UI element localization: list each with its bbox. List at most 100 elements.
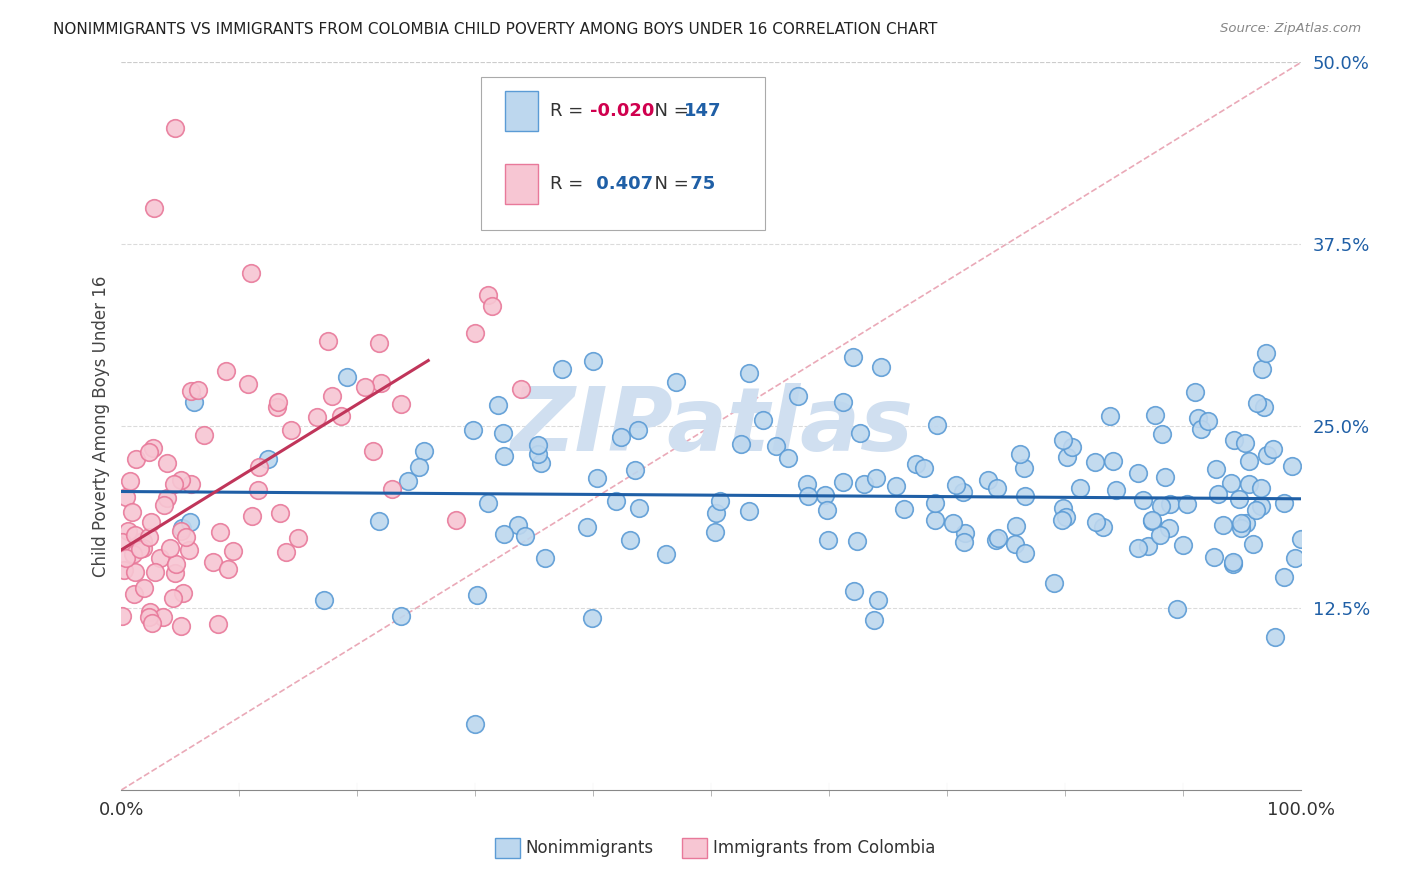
Point xyxy=(852,477,875,491)
Point xyxy=(381,482,404,496)
Point xyxy=(1056,450,1078,464)
Point xyxy=(814,488,837,502)
Point xyxy=(172,521,194,535)
Point xyxy=(704,506,727,520)
Point xyxy=(1189,421,1212,435)
Point xyxy=(550,361,572,376)
Point xyxy=(1014,546,1036,560)
Point xyxy=(156,491,179,505)
Point xyxy=(305,409,328,424)
Point xyxy=(510,382,533,396)
Text: N =: N = xyxy=(643,175,695,193)
Point xyxy=(533,551,555,566)
Text: NONIMMIGRANTS VS IMMIGRANTS FROM COLOMBIA CHILD POVERTY AMONG BOYS UNDER 16 CORR: NONIMMIGRANTS VS IMMIGRANTS FROM COLOMBI… xyxy=(53,22,938,37)
Point xyxy=(1250,361,1272,376)
Text: 147: 147 xyxy=(685,103,721,120)
Point xyxy=(174,530,197,544)
Point xyxy=(1222,557,1244,571)
Point xyxy=(704,525,727,540)
Point xyxy=(132,534,155,549)
Point xyxy=(1149,528,1171,542)
Point xyxy=(316,334,339,348)
Point xyxy=(139,515,162,529)
Point xyxy=(177,543,200,558)
Point xyxy=(122,547,145,561)
Point xyxy=(842,584,865,599)
Point xyxy=(467,588,489,602)
Point xyxy=(1157,521,1180,535)
Point xyxy=(865,470,887,484)
Point xyxy=(172,586,194,600)
Point xyxy=(336,370,359,384)
Point xyxy=(117,524,139,538)
Text: 75: 75 xyxy=(685,175,716,193)
Point xyxy=(1281,458,1303,473)
Point xyxy=(1012,461,1035,475)
Point xyxy=(1230,521,1253,535)
Point xyxy=(1241,537,1264,551)
Point xyxy=(413,444,436,458)
Point xyxy=(884,479,907,493)
Point xyxy=(1236,516,1258,531)
Point xyxy=(627,423,650,437)
Point xyxy=(165,557,187,571)
Point xyxy=(1052,433,1074,447)
Point xyxy=(952,484,974,499)
Point xyxy=(170,473,193,487)
Point xyxy=(586,471,609,485)
Point xyxy=(193,427,215,442)
Point xyxy=(492,425,515,440)
Text: R =: R = xyxy=(550,175,589,193)
Point xyxy=(143,566,166,580)
Point xyxy=(619,533,641,547)
Point xyxy=(170,619,193,633)
Text: R =: R = xyxy=(550,103,589,120)
Point xyxy=(124,587,146,601)
Point xyxy=(1250,499,1272,513)
Point xyxy=(984,533,1007,548)
Point xyxy=(1004,537,1026,551)
Point xyxy=(1159,497,1181,511)
Point xyxy=(863,613,886,627)
Point xyxy=(986,481,1008,495)
Point xyxy=(267,395,290,409)
Point xyxy=(1222,555,1244,569)
Point xyxy=(849,426,872,441)
Point xyxy=(1150,499,1173,513)
Point xyxy=(1234,436,1257,450)
Point xyxy=(1289,532,1312,546)
Point xyxy=(183,394,205,409)
Point xyxy=(1204,549,1226,564)
Point xyxy=(179,515,201,529)
Point xyxy=(444,513,467,527)
Point xyxy=(870,360,893,375)
Point xyxy=(1223,433,1246,447)
Point xyxy=(575,520,598,534)
Point xyxy=(114,562,136,576)
Point xyxy=(1198,414,1220,428)
Point xyxy=(924,496,946,510)
Point xyxy=(121,505,143,519)
Point xyxy=(1154,470,1177,484)
Point xyxy=(1052,501,1074,516)
Point xyxy=(709,494,731,508)
Point xyxy=(842,350,865,364)
Point xyxy=(389,608,412,623)
Point xyxy=(287,531,309,545)
Point xyxy=(187,383,209,397)
Point xyxy=(1091,520,1114,534)
Point xyxy=(138,610,160,624)
Point xyxy=(925,417,948,432)
Point xyxy=(125,452,148,467)
Point xyxy=(1263,442,1285,457)
Point xyxy=(128,542,150,557)
Point xyxy=(115,551,138,566)
Point xyxy=(912,460,935,475)
Point xyxy=(1105,483,1128,497)
Point xyxy=(1132,493,1154,508)
Point xyxy=(1060,440,1083,454)
Point xyxy=(730,437,752,451)
Point xyxy=(797,489,820,503)
Point xyxy=(1166,602,1188,616)
Point xyxy=(1230,516,1253,531)
